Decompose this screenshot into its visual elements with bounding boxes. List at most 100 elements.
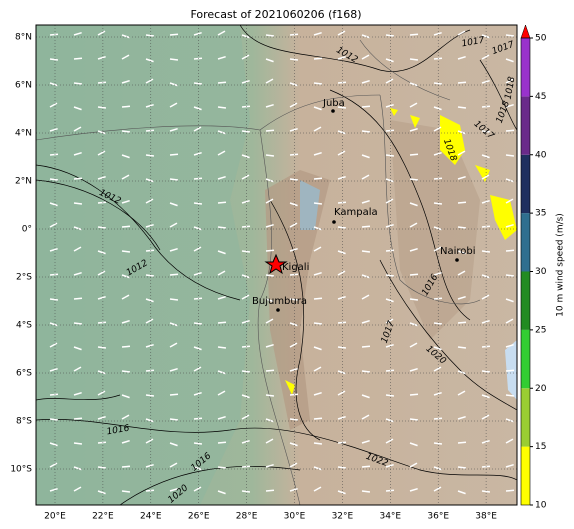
barb (433, 151, 442, 156)
barb (145, 369, 155, 372)
barb (217, 270, 226, 276)
barb (145, 178, 154, 183)
barb (385, 58, 394, 63)
barb (241, 439, 250, 444)
barb (289, 178, 299, 181)
barb (145, 489, 155, 492)
barb (505, 154, 515, 157)
barb (241, 34, 250, 39)
barb (409, 342, 418, 348)
barb (73, 391, 82, 396)
barb (241, 414, 250, 420)
barb (385, 34, 395, 37)
barb (481, 154, 490, 159)
colorbar-extend (520, 24, 531, 39)
barb (409, 202, 418, 207)
barb (145, 103, 154, 108)
lat-label: 6°N (15, 81, 32, 91)
barb (361, 130, 371, 133)
barb (385, 178, 394, 183)
barb (193, 126, 202, 132)
barb (505, 394, 515, 397)
lat-label: 0° (22, 225, 32, 235)
barb (121, 54, 130, 60)
barb (217, 106, 227, 109)
lat-label: 8°S (16, 417, 32, 427)
borders (36, 39, 481, 505)
barb (433, 226, 442, 231)
barb (169, 82, 178, 87)
barb (145, 418, 154, 423)
barb (361, 34, 370, 39)
barb (97, 130, 106, 135)
barb (409, 82, 418, 87)
barb (241, 130, 251, 133)
barb (385, 343, 394, 348)
barb (481, 130, 491, 133)
barb (217, 390, 226, 396)
location-star[interactable] (264, 253, 288, 275)
barb (121, 154, 130, 159)
barb (289, 462, 298, 468)
barb (193, 202, 203, 205)
lat-label: 8°N (15, 33, 32, 43)
barb (337, 270, 346, 276)
barb (385, 103, 394, 108)
barb (217, 150, 226, 156)
barb (169, 102, 178, 108)
barb (193, 391, 202, 396)
barb (73, 246, 82, 252)
barb (265, 58, 274, 63)
lat-label: 4°S (16, 321, 32, 331)
barb (217, 130, 226, 135)
city-marker (332, 220, 336, 224)
barb (49, 298, 59, 301)
barb (409, 127, 418, 132)
barb (49, 462, 58, 468)
barb (361, 154, 370, 159)
barb (121, 319, 130, 324)
barb (193, 417, 203, 420)
barb (337, 295, 346, 300)
barb (313, 57, 323, 60)
barb (337, 250, 346, 255)
barb (265, 154, 275, 157)
barb (313, 486, 322, 492)
lat-label: 6°S (16, 369, 32, 379)
barb (337, 130, 346, 135)
barb (121, 79, 130, 84)
barb (121, 294, 130, 300)
barb (217, 370, 226, 375)
barb (433, 31, 442, 36)
barb (265, 178, 274, 183)
barb (433, 322, 443, 325)
barb (241, 54, 250, 60)
barb (457, 130, 466, 135)
barb (49, 58, 59, 61)
lat-label: 4°N (15, 129, 32, 139)
barb (433, 82, 443, 85)
barb (265, 394, 275, 397)
barb (217, 441, 227, 444)
barb (361, 465, 371, 468)
barb (457, 55, 466, 60)
barb (409, 487, 418, 492)
barb (313, 271, 322, 276)
barb (385, 318, 394, 324)
barb (193, 466, 202, 471)
barb (73, 126, 82, 132)
barb (145, 198, 154, 204)
lon-label: 26°E (188, 512, 210, 522)
barb (145, 154, 155, 157)
barb (121, 394, 130, 399)
barb (217, 346, 227, 349)
colorbar-tick-label: 40 (535, 150, 547, 160)
barb (73, 177, 83, 180)
barb (505, 58, 514, 63)
barb (505, 489, 515, 492)
barb (193, 151, 202, 156)
barb (145, 129, 155, 132)
barb (169, 33, 179, 36)
barb (361, 79, 370, 84)
